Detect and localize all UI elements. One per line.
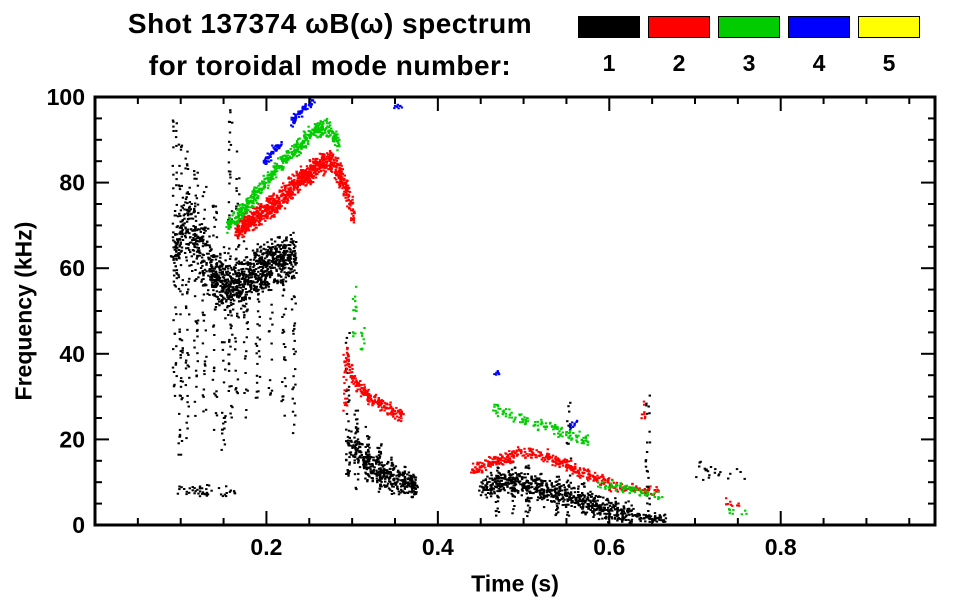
axes-box — [93, 95, 937, 527]
y-tick-label: 100 — [47, 84, 85, 110]
spectrogram-points — [169, 97, 748, 525]
legend-swatch-4 — [788, 16, 850, 38]
legend-label-1: 1 — [602, 50, 616, 76]
legend-item-4: 4 — [788, 16, 850, 77]
legend-swatch-2 — [648, 16, 710, 38]
x-axis-label: Time (s) — [471, 570, 559, 597]
legend-label-4: 4 — [812, 50, 826, 76]
legend-swatch-3 — [718, 16, 780, 38]
legend-label-2: 2 — [672, 50, 686, 76]
legend-label-3: 3 — [742, 50, 756, 76]
chart-title: Shot 137374 ωB(ω) spectrum — [127, 8, 533, 39]
chart-subtitle: for toroidal mode number: — [148, 50, 512, 81]
y-tick-label: 80 — [59, 170, 85, 196]
legend-swatch-1 — [578, 16, 640, 38]
legend-item-1: 1 — [578, 16, 640, 77]
legend-item-5: 5 — [858, 16, 920, 77]
y-tick-label: 60 — [59, 255, 85, 281]
mode-number-legend: 1 2 3 4 5 — [578, 16, 920, 77]
legend-item-2: 2 — [648, 16, 710, 77]
y-tick-label: 40 — [59, 341, 85, 367]
x-tick-label: 0.6 — [593, 534, 625, 560]
legend-item-3: 3 — [718, 16, 780, 77]
y-tick-label: 0 — [72, 512, 85, 538]
legend-swatch-5 — [858, 16, 920, 38]
legend-label-5: 5 — [882, 50, 896, 76]
y-tick-label: 20 — [59, 426, 85, 452]
x-tick-label: 0.8 — [765, 534, 797, 560]
x-tick-label: 0.4 — [422, 534, 454, 560]
x-tick-label: 0.2 — [250, 534, 282, 560]
